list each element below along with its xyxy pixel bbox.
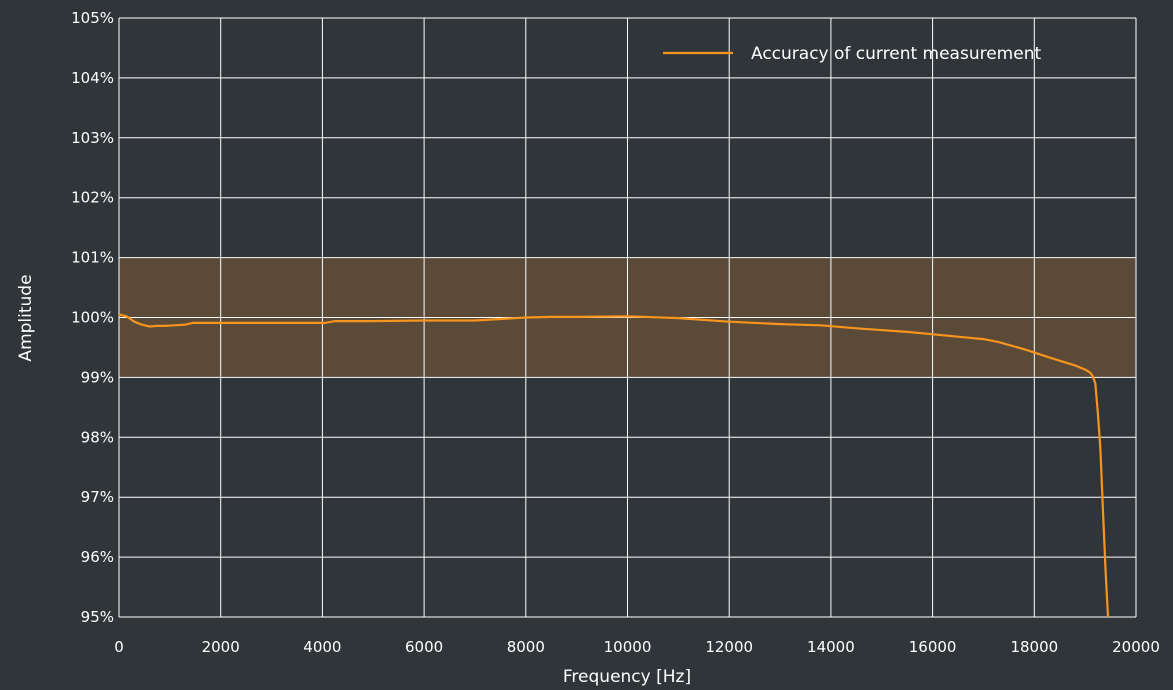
y-axis-title: Amplitude xyxy=(16,274,36,361)
x-axis-title: Frequency [Hz] xyxy=(563,667,691,687)
legend-label: Accuracy of current measurement xyxy=(751,44,1041,64)
legend: Accuracy of current measurement xyxy=(663,44,1041,64)
y-tick-label: 98% xyxy=(81,428,114,446)
y-tick-label: 102% xyxy=(71,189,114,207)
y-tick-label: 104% xyxy=(71,69,114,87)
y-tick-labels: 95% 96% 97% 98% 99% 100% 101% 102% 103% 104% 105% xyxy=(71,9,114,626)
series-line xyxy=(118,313,1110,618)
x-tick-label: 12000 xyxy=(705,638,753,656)
x-tick-label: 0 xyxy=(114,638,124,656)
x-tick-label: 14000 xyxy=(807,638,855,656)
x-tick-label: 20000 xyxy=(1112,638,1160,656)
y-tick-label: 95% xyxy=(81,608,114,626)
y-tick-label: 96% xyxy=(81,548,114,566)
y-tick-label: 100% xyxy=(71,309,114,327)
y-tick-label: 99% xyxy=(81,368,114,386)
y-tick-label: 97% xyxy=(81,488,114,506)
x-tick-label: 2000 xyxy=(202,638,240,656)
y-tick-label: 101% xyxy=(71,249,114,267)
x-tick-label: 4000 xyxy=(303,638,341,656)
y-tick-label: 105% xyxy=(71,9,114,27)
gridlines xyxy=(118,17,1137,618)
x-tick-label: 16000 xyxy=(909,638,957,656)
x-tick-labels: 0 2000 4000 6000 8000 10000 12000 14000 16000 180… xyxy=(114,638,1160,656)
x-tick-label: 6000 xyxy=(405,638,443,656)
y-tick-label: 103% xyxy=(71,129,114,147)
x-tick-label: 8000 xyxy=(507,638,545,656)
x-tick-label: 18000 xyxy=(1010,638,1058,656)
x-tick-label: 10000 xyxy=(604,638,652,656)
